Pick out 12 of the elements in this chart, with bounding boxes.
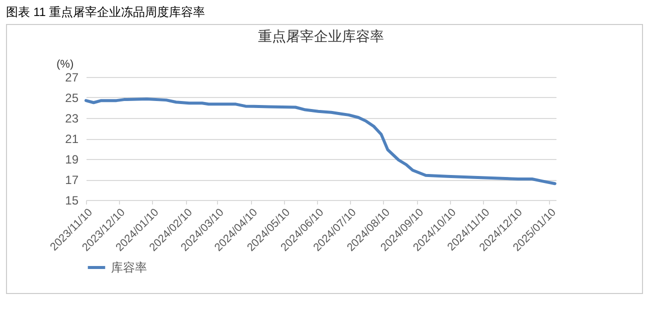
y-tick-label: 17 bbox=[65, 173, 79, 187]
y-tick-label: 27 bbox=[65, 70, 79, 84]
text: 图表 11 重点屠宰企业冻品周度库容率 bbox=[5, 4, 206, 21]
y-tick-label: 25 bbox=[65, 91, 79, 105]
y-axis-title: (%) bbox=[56, 58, 74, 70]
y-tick-label: 21 bbox=[65, 132, 79, 146]
y-tick-label: 15 bbox=[65, 194, 79, 208]
chart-title: 重点屠宰企业库容率 bbox=[258, 28, 384, 44]
y-tick-label: 19 bbox=[65, 152, 79, 166]
line-series bbox=[84, 98, 556, 186]
y-tick-label: 23 bbox=[65, 112, 79, 126]
legend-label: 库容率 bbox=[111, 260, 147, 274]
